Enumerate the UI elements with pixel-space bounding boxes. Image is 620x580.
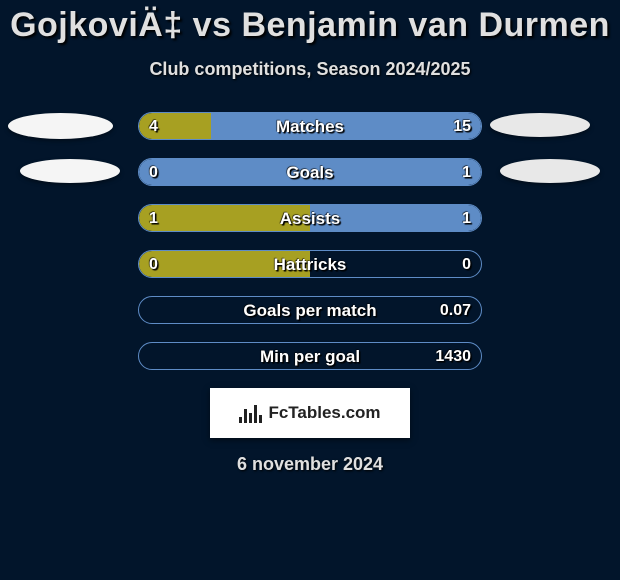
logo-text: FcTables.com — [268, 403, 380, 423]
bar-track: 11Assists — [138, 204, 482, 232]
stat-row: 11Assists — [0, 204, 620, 234]
player-avatar-placeholder — [500, 159, 600, 183]
bar-track: 01Goals — [138, 158, 482, 186]
stat-row: 1430Min per goal — [0, 342, 620, 372]
player-avatar-placeholder — [8, 113, 113, 139]
bar-track: 00Hattricks — [138, 250, 482, 278]
stat-label: Goals — [139, 159, 481, 186]
bar-track: 1430Min per goal — [138, 342, 482, 370]
stat-row: 0.07Goals per match — [0, 296, 620, 326]
page-title: GojkoviÄ‡ vs Benjamin van Durmen — [0, 0, 620, 45]
stat-label: Hattricks — [139, 251, 481, 278]
bar-track: 415Matches — [138, 112, 482, 140]
date-line: 6 november 2024 — [0, 454, 620, 475]
player-avatar-placeholder — [490, 113, 590, 137]
stat-row: 00Hattricks — [0, 250, 620, 280]
comparison-chart: 415Matches 01Goals 11Assists 00Hattricks 0.0… — [0, 112, 620, 372]
stat-label: Min per goal — [139, 343, 481, 370]
bar-track: 0.07Goals per match — [138, 296, 482, 324]
stat-label: Matches — [139, 113, 481, 140]
stat-label: Goals per match — [139, 297, 481, 324]
stat-label: Assists — [139, 205, 481, 232]
subtitle: Club competitions, Season 2024/2025 — [0, 59, 620, 80]
player-avatar-placeholder — [20, 159, 120, 183]
logo-bars-icon — [239, 403, 262, 423]
logo-box: FcTables.com — [210, 388, 410, 438]
